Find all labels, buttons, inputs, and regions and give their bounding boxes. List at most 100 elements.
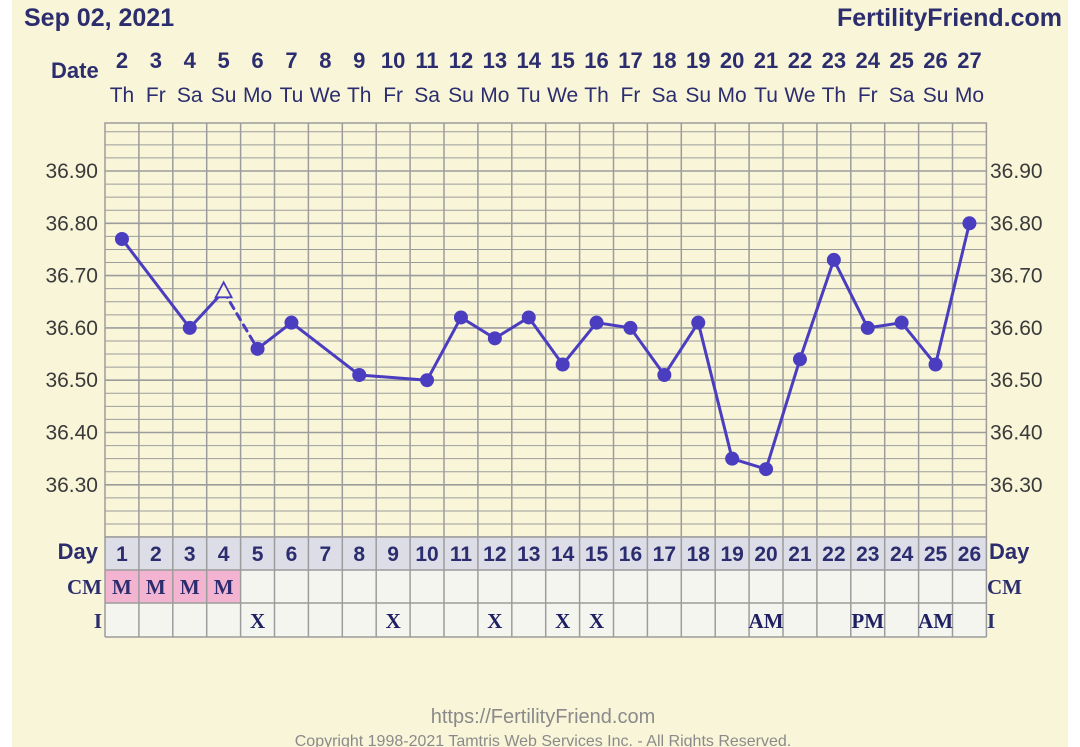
temp-line-segment: [561, 321, 599, 367]
temp-point[interactable]: [826, 252, 841, 267]
temp-line-segment: [832, 258, 870, 330]
intercourse-mark: X: [589, 609, 604, 633]
date-label: 19: [686, 48, 710, 73]
cycle-day-number: 25: [924, 543, 948, 566]
date-label: 24: [856, 48, 881, 73]
cycle-day-number: 21: [788, 543, 812, 566]
cycle-day-number: 9: [387, 543, 399, 566]
y-tick-label-right: 36.90: [990, 160, 1043, 183]
chart-date: Sep 02, 2021: [24, 4, 174, 32]
temp-point[interactable]: [860, 320, 875, 335]
y-tick-label-left: 36.80: [45, 212, 98, 235]
temp-point[interactable]: [759, 462, 774, 477]
cycle-day-number: 18: [687, 543, 711, 566]
temp-point[interactable]: [589, 315, 604, 330]
date-label: 27: [957, 48, 981, 73]
cm-value: M: [112, 575, 132, 599]
temp-point[interactable]: [725, 451, 740, 466]
intercourse-mark: X: [386, 609, 401, 633]
weekday-label: Tu: [754, 84, 778, 107]
date-label: 9: [353, 48, 365, 73]
temp-line-segment: [764, 357, 802, 471]
cycle-day-number: 23: [856, 543, 879, 566]
weekday-label: Fr: [858, 84, 878, 107]
cm-row-label-right: CM: [987, 575, 1022, 599]
weekday-label: Th: [822, 84, 847, 107]
weekday-label: We: [310, 84, 341, 107]
weekday-label: Su: [211, 84, 237, 107]
y-tick-label-right: 36.40: [990, 422, 1043, 445]
date-label: 14: [517, 48, 542, 73]
temp-point[interactable]: [792, 352, 807, 367]
cm-cell-menses: [172, 570, 207, 603]
cycle-day-number: 22: [822, 543, 845, 566]
cycle-day-number: 6: [286, 543, 298, 566]
date-label: 8: [319, 48, 331, 73]
cm-value: M: [180, 575, 200, 599]
temp-point[interactable]: [691, 315, 706, 330]
temp-point[interactable]: [657, 367, 672, 382]
cycle-day-number: 20: [754, 543, 777, 566]
temp-point[interactable]: [894, 315, 909, 330]
temp-point[interactable]: [453, 310, 468, 325]
weekday-label: Th: [347, 84, 372, 107]
cycle-day-number: 12: [483, 543, 506, 566]
weekday-label: We: [547, 84, 578, 107]
temp-line-segment: [120, 237, 192, 330]
cycle-day-number: 17: [653, 543, 676, 566]
temp-line-segment: [934, 221, 971, 367]
date-label: 10: [381, 48, 405, 73]
weekday-label: Tu: [280, 84, 304, 107]
temp-line-segment: [662, 321, 700, 377]
temp-line-segment: [425, 315, 463, 382]
y-tick-label-left: 36.70: [45, 265, 98, 288]
temp-line-segment: [527, 315, 565, 367]
date-label: 13: [483, 48, 507, 73]
date-label: 11: [415, 48, 438, 73]
date-label: 15: [550, 48, 574, 73]
temp-point[interactable]: [250, 341, 265, 356]
weekday-label: Su: [685, 84, 711, 107]
weekday-label: Mo: [243, 84, 272, 107]
intercourse-mark: X: [555, 609, 570, 633]
cycle-day-number: 13: [517, 543, 540, 566]
cm-cell-menses: [138, 570, 173, 603]
footer-url[interactable]: https://FertilityFriend.com: [431, 706, 656, 728]
temp-point[interactable]: [962, 216, 977, 231]
y-tick-label-right: 36.80: [990, 212, 1043, 235]
temp-point[interactable]: [521, 310, 536, 325]
temp-line-segment: [628, 326, 666, 377]
temp-point[interactable]: [555, 357, 570, 372]
cycle-day-number: 2: [150, 543, 162, 566]
weekday-label: Sa: [652, 84, 678, 107]
temp-point-open-triangle[interactable]: [214, 280, 234, 299]
intercourse-mark: X: [487, 609, 502, 633]
temp-point[interactable]: [352, 367, 367, 382]
temp-point[interactable]: [114, 231, 129, 246]
temp-line-segment: [900, 321, 938, 367]
temp-point[interactable]: [284, 315, 299, 330]
weekday-label: Su: [448, 84, 474, 107]
weekday-label: Tu: [517, 84, 541, 107]
y-tick-label-left: 36.40: [45, 422, 98, 445]
temp-point[interactable]: [182, 320, 197, 335]
cycle-day-number: 10: [415, 543, 438, 566]
date-label: 21: [754, 48, 778, 73]
y-tick-label-left: 36.30: [45, 474, 98, 497]
date-label: 6: [251, 48, 263, 73]
temp-point[interactable]: [487, 331, 502, 346]
date-label: 18: [652, 48, 676, 73]
date-label: 7: [285, 48, 297, 73]
i-row-label-right: I: [987, 609, 995, 633]
temp-point[interactable]: [623, 320, 638, 335]
temp-point[interactable]: [928, 357, 943, 372]
weekday-label: Mo: [480, 84, 509, 107]
footer-copyright: Copyright 1998-2021 Tamtris Web Services…: [295, 733, 792, 747]
cycle-day-number: 1: [116, 543, 128, 566]
temp-point[interactable]: [420, 373, 435, 388]
cycle-day-number: 11: [450, 543, 473, 566]
cycle-day-number: 16: [619, 543, 642, 566]
weekday-label: Th: [110, 84, 135, 107]
weekday-label: Su: [923, 84, 949, 107]
date-label: 26: [923, 48, 947, 73]
